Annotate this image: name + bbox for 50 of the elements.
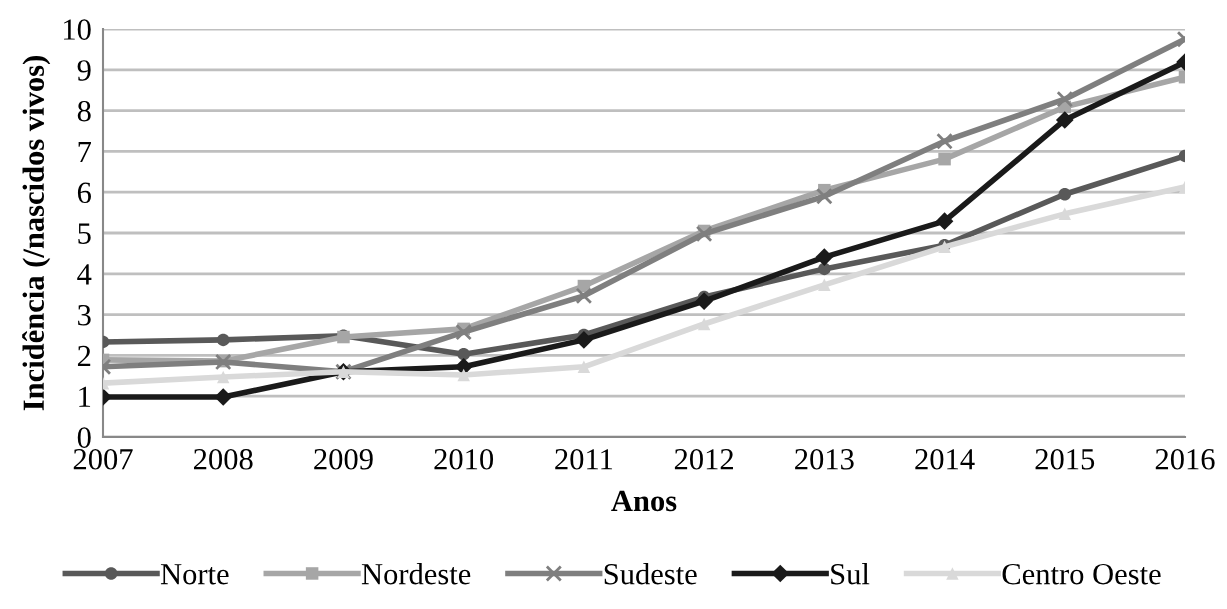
- legend-label: Centro Oeste: [1002, 563, 1161, 585]
- point: [575, 287, 593, 305]
- point: [216, 333, 230, 347]
- point: [815, 248, 834, 266]
- x-tick-label: 2012: [674, 448, 733, 470]
- x-tick-label: 2007: [73, 448, 133, 470]
- point: [455, 323, 472, 341]
- y-tick-label: 5: [78, 223, 91, 244]
- point: [457, 347, 470, 361]
- point: [1058, 207, 1072, 221]
- point: [936, 132, 953, 150]
- x-tick-label: 2016: [1155, 448, 1215, 470]
- y-tick-label: 6: [77, 182, 91, 204]
- point: [697, 317, 711, 331]
- y-tick-label: 10: [64, 19, 91, 40]
- point: [216, 370, 230, 384]
- y-tick-label: 1: [79, 386, 91, 407]
- point: [816, 187, 833, 205]
- point: [457, 368, 470, 382]
- x-tick-label: 2011: [555, 448, 613, 470]
- y-axis-title: Incidência (/nascidos vivos): [22, 56, 51, 411]
- y-tick-label: 9: [77, 60, 91, 81]
- y-tick-label: 2: [77, 345, 91, 366]
- point: [1058, 187, 1072, 201]
- x-tick-label: 2008: [194, 448, 253, 470]
- point: [935, 212, 954, 231]
- y-tick-label: 4: [77, 264, 92, 285]
- point: [695, 292, 713, 310]
- legend-label: Sul: [831, 562, 870, 585]
- x-axis-title: Anos: [611, 490, 677, 512]
- y-tick-label: 3: [78, 304, 91, 326]
- y-tick-label: 0: [77, 427, 91, 448]
- point: [695, 225, 713, 243]
- x-tick-label: 2010: [434, 448, 494, 470]
- y-tick-label: 8: [77, 100, 91, 122]
- x-tick-label: 2013: [795, 448, 854, 470]
- point: [818, 278, 831, 292]
- point: [577, 360, 591, 374]
- legend-label: Norte: [160, 564, 229, 585]
- point: [1056, 90, 1074, 108]
- x-tick-label: 2009: [314, 448, 373, 470]
- point: [938, 152, 951, 166]
- x-tick-label: 2014: [915, 448, 975, 470]
- point: [1055, 111, 1074, 129]
- legend-label: Sudeste: [604, 562, 697, 585]
- point: [214, 388, 233, 406]
- y-tick-label: 7: [78, 141, 92, 162]
- point: [575, 331, 593, 349]
- x-tick-label: 2015: [1035, 448, 1095, 470]
- legend-label: Nordeste: [361, 562, 471, 585]
